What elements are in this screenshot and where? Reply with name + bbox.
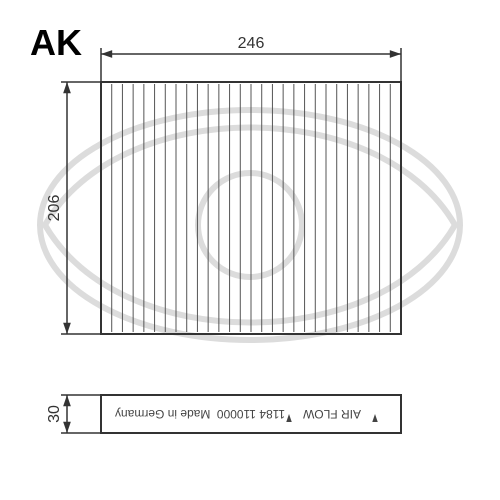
dimension-height: 206 — [46, 82, 101, 334]
made-in-label: Made in Germany — [115, 407, 210, 421]
depth-value: 30 — [46, 405, 63, 423]
filter-top-view — [101, 82, 401, 334]
dimension-depth: 30 — [46, 395, 101, 433]
filter-side-view: AIR FLOW 1184 110000 Made in Germany — [101, 395, 401, 433]
watermark-logo — [40, 110, 460, 340]
width-value: 246 — [238, 35, 265, 52]
part-number: 1184 110000 — [217, 407, 286, 421]
part-code-title: AK — [30, 22, 82, 63]
airflow-label: AIR FLOW — [302, 407, 361, 421]
dimension-width: 246 — [101, 35, 401, 82]
height-value: 206 — [46, 195, 63, 222]
